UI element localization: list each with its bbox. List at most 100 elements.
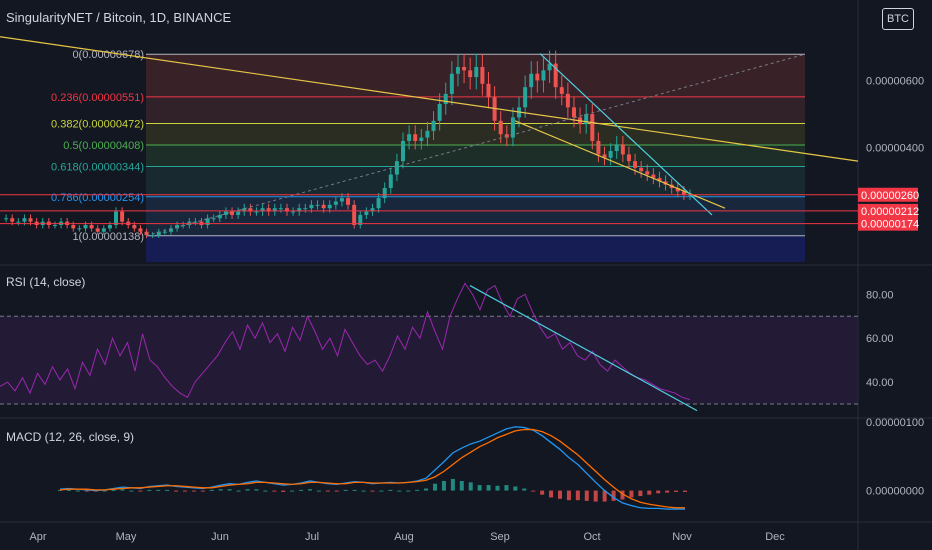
macd-histogram-bar — [558, 490, 562, 499]
candle — [443, 93, 448, 104]
candle — [156, 231, 161, 236]
trendline — [539, 53, 713, 216]
fib-level-label: 1(0.00000138) — [72, 231, 144, 243]
candle — [620, 144, 625, 155]
candle — [626, 154, 631, 162]
macd-histogram-bar — [66, 489, 71, 491]
currency-button[interactable]: BTC — [882, 8, 914, 30]
candle — [358, 214, 363, 226]
macd-histogram-bar — [138, 490, 143, 492]
candle — [529, 73, 534, 88]
candle — [101, 228, 106, 232]
price-badge — [858, 216, 918, 231]
price-badge-label: 0.00000174 — [861, 219, 919, 231]
candle — [28, 218, 33, 222]
x-tick-label: Apr — [29, 531, 46, 543]
macd-histogram-bar — [191, 490, 196, 492]
macd-histogram-bar — [459, 480, 464, 491]
rsi-trendline — [469, 285, 698, 412]
candle — [657, 177, 662, 182]
rsi-tick-label: 40.00 — [866, 377, 894, 389]
candle — [590, 114, 595, 141]
candle — [83, 225, 88, 229]
candle — [114, 211, 119, 226]
macd-histogram-bar — [218, 489, 223, 491]
x-tick-label: Sep — [490, 531, 510, 543]
candle — [571, 107, 576, 118]
candle — [480, 66, 485, 84]
macd-histogram-bar — [593, 490, 598, 502]
candle — [291, 211, 296, 213]
candle — [138, 228, 143, 232]
macd-histogram-bar — [584, 490, 589, 501]
candle — [541, 70, 546, 81]
macd-histogram-bar — [352, 489, 357, 491]
macd-histogram-bar — [281, 490, 286, 492]
fib-level-label: 0.5(0.00000408) — [63, 140, 144, 152]
candle — [120, 211, 125, 222]
candle — [132, 225, 137, 229]
candle — [419, 137, 424, 141]
rsi-band — [0, 316, 858, 405]
macd-histogram-bar — [477, 485, 482, 491]
macd-histogram-bar — [433, 483, 437, 491]
x-tick-label: May — [116, 531, 137, 543]
macd-title: MACD (12, 26, close, 9) — [6, 430, 135, 444]
macd-histogram-bar — [450, 478, 455, 491]
y-tick-label: 0.00000600 — [866, 75, 924, 87]
macd-histogram-bar — [290, 490, 295, 492]
candle — [614, 144, 619, 152]
candle — [205, 218, 210, 226]
macd-histogram-bar — [245, 489, 250, 491]
macd-histogram-bar — [656, 490, 661, 494]
candle — [223, 211, 228, 215]
macd-histogram-bar — [75, 490, 80, 492]
candle — [431, 120, 436, 131]
candle — [297, 208, 302, 212]
macd-histogram-bar — [254, 489, 259, 491]
candle — [211, 218, 216, 220]
macd-histogram-bar — [388, 489, 393, 491]
macd-histogram-bar — [424, 488, 429, 491]
fib-zone — [146, 96, 805, 124]
candle — [376, 198, 381, 209]
macd-histogram-bar — [665, 490, 670, 493]
macd-line — [59, 426, 685, 510]
macd-histogram-bar — [200, 490, 205, 492]
macd-histogram-bar — [540, 490, 545, 495]
macd-histogram-bar — [308, 489, 312, 491]
macd-histogram-bar — [495, 485, 500, 491]
rsi-tick-label: 80.00 — [866, 289, 894, 301]
fib-level-label: 0.618(0.00000344) — [51, 162, 144, 174]
candle — [52, 225, 57, 227]
macd-histogram-bar — [111, 489, 116, 491]
macd-histogram-bar — [58, 489, 62, 491]
candle — [584, 114, 589, 125]
candle — [339, 198, 344, 202]
candle — [633, 161, 638, 168]
candle — [321, 204, 326, 209]
candle — [242, 208, 247, 212]
candle — [364, 211, 369, 215]
macd-histogram-bar — [683, 490, 687, 492]
candle — [266, 208, 271, 212]
fib-level-label: 0.786(0.00000254) — [51, 192, 144, 204]
candle — [675, 188, 680, 192]
macd-histogram-bar — [575, 490, 580, 501]
candle — [535, 73, 540, 81]
price-badge — [858, 203, 918, 218]
candle — [4, 218, 9, 220]
candle — [77, 228, 82, 230]
x-tick-label: Nov — [672, 531, 692, 543]
candle — [272, 208, 277, 212]
candle — [95, 228, 100, 232]
candle — [449, 73, 454, 94]
macd-histogram-bar — [602, 490, 607, 502]
macd-histogram-bar — [361, 490, 366, 492]
x-tick-label: Jun — [211, 531, 229, 543]
candle — [278, 208, 283, 210]
macd-histogram-bar — [611, 490, 616, 501]
x-tick-label: Aug — [394, 531, 414, 543]
macd-histogram-bar — [343, 489, 348, 491]
